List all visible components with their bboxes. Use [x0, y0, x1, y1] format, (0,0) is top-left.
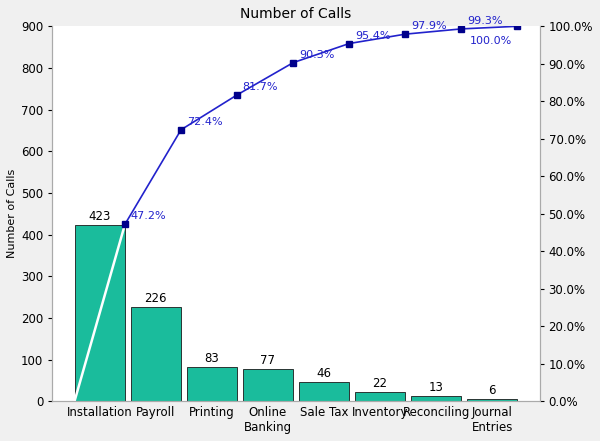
Text: 99.3%: 99.3%	[467, 16, 502, 26]
Bar	[299, 382, 349, 401]
Text: 226: 226	[145, 292, 167, 305]
Text: 83: 83	[205, 351, 219, 365]
Bar	[243, 369, 293, 401]
Text: 81.7%: 81.7%	[243, 82, 278, 92]
Text: 6: 6	[488, 384, 496, 396]
Bar	[131, 307, 181, 401]
Text: 90.3%: 90.3%	[299, 50, 334, 60]
Text: 423: 423	[89, 210, 111, 223]
Bar	[355, 392, 405, 401]
Text: 95.4%: 95.4%	[355, 30, 391, 41]
Text: 77: 77	[260, 354, 275, 367]
Y-axis label: Number of Calls: Number of Calls	[7, 169, 17, 258]
Bar	[187, 366, 237, 401]
Text: 46: 46	[316, 367, 331, 380]
Bar	[467, 399, 517, 401]
Text: 47.2%: 47.2%	[131, 211, 166, 221]
Text: 22: 22	[373, 377, 388, 390]
Bar	[411, 396, 461, 401]
Text: 13: 13	[428, 381, 443, 394]
Title: Number of Calls: Number of Calls	[241, 7, 352, 21]
Text: 97.9%: 97.9%	[411, 21, 446, 31]
Bar	[74, 225, 125, 401]
Text: 100.0%: 100.0%	[470, 36, 512, 46]
Text: 72.4%: 72.4%	[187, 117, 222, 127]
